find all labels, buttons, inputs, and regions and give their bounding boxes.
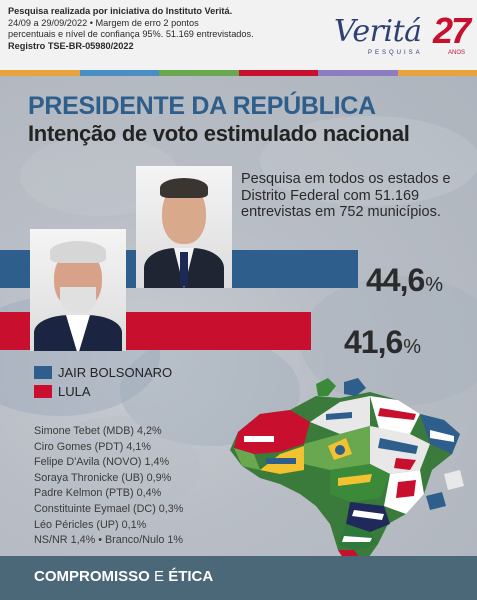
value-unit: % bbox=[403, 336, 421, 358]
header-line-4: Registro TSE-BR-05980/2022 bbox=[8, 40, 134, 51]
other-candidate: Soraya Thronicke (UB) 0,9% bbox=[34, 471, 172, 484]
other-candidates-list: Simone Tebet (MDB) 4,2% Ciro Gomes (PDT)… bbox=[34, 424, 183, 549]
footer-word-2: E bbox=[154, 568, 165, 585]
bar-value-label: 44,6% bbox=[366, 262, 443, 299]
state-stripe bbox=[378, 438, 418, 454]
stripe-segment bbox=[238, 70, 318, 76]
other-candidate: Constituinte Eymael (DC) 0,3% bbox=[34, 502, 184, 515]
value-number: 44,6 bbox=[366, 262, 425, 298]
brand-name: Veritá bbox=[334, 14, 422, 49]
value-number: 41,6 bbox=[344, 324, 403, 360]
other-candidate: Léo Péricles (UP) 0,1% bbox=[34, 518, 147, 531]
chart-title: PRESIDENTE DA REPÚBLICA bbox=[28, 92, 376, 120]
state-globe bbox=[335, 445, 345, 455]
bar-value-label: 41,6% bbox=[344, 324, 421, 361]
beard-shape bbox=[60, 287, 96, 313]
footer-bar: COMPROMISSO E ÉTICA bbox=[0, 556, 477, 600]
footer-word-3: ÉTICA bbox=[168, 568, 214, 585]
legend-swatch bbox=[34, 366, 52, 379]
footer-word-1: COMPROMISSO bbox=[34, 568, 150, 585]
state-stripe bbox=[430, 430, 454, 442]
state-stripe bbox=[326, 412, 352, 420]
methodology-note: Pesquisa realizada por iniciativa do Ins… bbox=[8, 6, 298, 52]
bolsonaro-photo bbox=[136, 166, 232, 288]
stripe-segment bbox=[159, 70, 239, 76]
other-candidate: NS/NR 1,4% • Branco/Nulo 1% bbox=[34, 534, 184, 547]
stripe-segment bbox=[397, 70, 477, 76]
color-stripe bbox=[0, 70, 477, 76]
value-unit: % bbox=[425, 274, 443, 296]
stripe-segment bbox=[318, 70, 398, 76]
footer-slogan: COMPROMISSO E ÉTICA bbox=[34, 568, 213, 585]
legend-swatch bbox=[34, 385, 52, 398]
brand-subtitle: PESQUISA bbox=[368, 50, 423, 56]
state-stripe bbox=[394, 458, 416, 470]
state-stripe bbox=[266, 458, 296, 464]
other-candidate: Padre Kelmon (PTB) 0,4% bbox=[34, 487, 162, 500]
other-candidate: Simone Tebet (MDB) 4,2% bbox=[34, 425, 162, 437]
legend-item-bolsonaro: JAIR BOLSONARO bbox=[34, 365, 172, 380]
lula-photo bbox=[30, 229, 126, 351]
legend-label: LULA bbox=[58, 384, 91, 399]
state-triangle bbox=[396, 480, 416, 498]
verita-logo: Veritá PESQUISA 27 ANOS bbox=[334, 10, 471, 62]
state-espirito-santo bbox=[444, 470, 464, 490]
state-stripe bbox=[342, 536, 372, 542]
crowd-blob bbox=[40, 416, 200, 516]
survey-note: Pesquisa em todos os estados e Distrito … bbox=[241, 171, 451, 220]
brand-anniversary-number: 27 bbox=[432, 10, 471, 51]
header-line-2: 24/09 a 29/09/2022 • Margem de erro 2 po… bbox=[8, 17, 199, 28]
brazil-flags-map bbox=[230, 378, 464, 566]
hair-shape bbox=[50, 241, 106, 263]
legend-item-lula: LULA bbox=[34, 384, 91, 399]
brand-anos: ANOS bbox=[447, 50, 465, 56]
state-roraima bbox=[316, 378, 336, 396]
stripe-segment bbox=[0, 70, 80, 76]
other-candidate: Ciro Gomes (PDT) 4,1% bbox=[34, 440, 151, 453]
state-stripe bbox=[352, 510, 384, 520]
chart-subtitle: Intenção de voto estimulado nacional bbox=[28, 121, 410, 146]
state-stripe bbox=[338, 474, 372, 486]
state-stripe bbox=[244, 436, 274, 442]
header-bar: Pesquisa realizada por iniciativa do Ins… bbox=[0, 0, 477, 70]
stripe-segment bbox=[79, 70, 159, 76]
legend-label: JAIR BOLSONARO bbox=[58, 365, 173, 380]
tie-shape bbox=[180, 252, 188, 286]
state-rio bbox=[426, 492, 446, 510]
state-stripe bbox=[378, 408, 416, 420]
header-line-3: percentuais e nível de confiança 95%. 51… bbox=[8, 29, 254, 40]
state-amapa bbox=[344, 378, 366, 396]
crowd-blob bbox=[260, 116, 477, 206]
header-line-1: Pesquisa realizada por iniciativa do Ins… bbox=[8, 6, 233, 16]
hair-shape bbox=[160, 178, 208, 198]
state-acre bbox=[234, 448, 260, 470]
state-amazonas bbox=[234, 410, 310, 454]
other-candidate: Felipe D'Avila (NOVO) 1,4% bbox=[34, 456, 170, 469]
